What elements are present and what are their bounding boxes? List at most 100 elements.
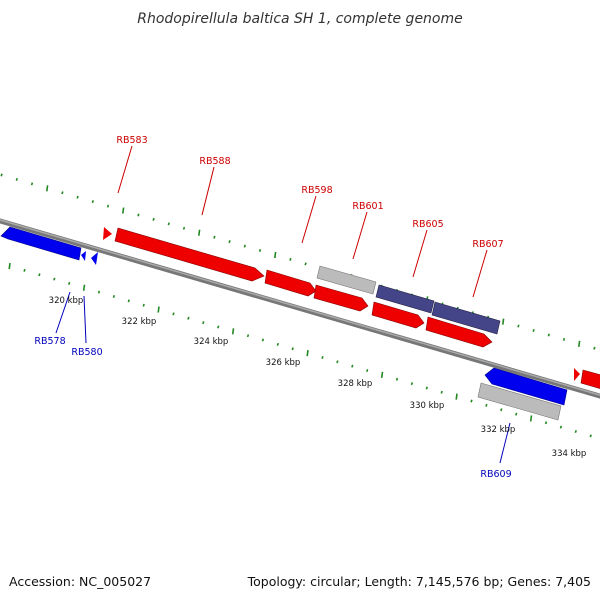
outer-track-tick [46, 185, 49, 192]
inner-track-tick [425, 386, 428, 390]
gene-RB588-arrow[interactable] [264, 269, 317, 297]
gene-label-RB601[interactable]: RB601 [352, 201, 383, 212]
gene-RB612-arrow[interactable] [580, 369, 600, 390]
gene-RB583-arrow[interactable] [114, 227, 265, 282]
outer-track-tick [0, 173, 3, 177]
inner-track-tick [187, 316, 190, 320]
gene-RB598-arrow[interactable] [313, 284, 369, 312]
gene-RB580-arrow[interactable] [81, 251, 86, 261]
inner-track-tick [470, 399, 473, 403]
tick-label-320: 320 kbp [49, 296, 84, 306]
outer-track-tick [228, 240, 231, 244]
outer-track-tick [15, 177, 18, 181]
outer-track-tick [182, 226, 186, 230]
outer-track-tick [61, 191, 64, 195]
gene-label-RB609[interactable]: RB609 [480, 469, 511, 480]
inner-track-tick [529, 415, 533, 422]
inner-track-tick [68, 281, 71, 285]
inner-tick-track [8, 262, 592, 438]
outer-track-tick [517, 324, 520, 328]
inner-track-tick [559, 425, 563, 429]
gene-RB580b-arrow[interactable] [91, 252, 98, 265]
outer-track-tick [578, 340, 581, 347]
gene-label-RB607[interactable]: RB607 [472, 239, 503, 250]
outer-track-tick [547, 333, 550, 337]
outer-track-tick [137, 213, 140, 217]
inner-track-tick [53, 277, 56, 281]
inner-track-tick [380, 371, 384, 378]
outer-track-tick [593, 346, 596, 350]
inner-track-tick [97, 290, 101, 294]
gene-RB607-rna[interactable] [431, 301, 501, 335]
tick-label-324: 324 kbp [194, 337, 229, 347]
inner-track-tick [336, 360, 339, 364]
outer-track-tick [91, 200, 94, 204]
inner-track-tick [306, 349, 309, 357]
gene-label-RB580[interactable]: RB580 [71, 347, 102, 358]
genome-summary-text: Topology: circular; Length: 7,145,576 bp… [247, 574, 591, 589]
inner-track-tick [231, 328, 235, 335]
inner-track-tick [395, 377, 399, 381]
gene-RB609-arrow[interactable] [484, 367, 568, 406]
gene-RB611-arrow[interactable] [574, 368, 580, 381]
tick-label-326: 326 kbp [266, 358, 301, 368]
inner-track-tick [157, 306, 160, 313]
inner-track-tick [38, 273, 41, 277]
inner-track-tick [485, 403, 488, 407]
gene-label-RB598[interactable]: RB598 [301, 185, 332, 196]
inner-track-tick [321, 355, 324, 359]
gene-label-RB583[interactable]: RB583 [116, 135, 147, 146]
inner-track-tick [112, 294, 116, 298]
gene-label-RB578[interactable]: RB578 [34, 336, 65, 347]
tick-label-322: 322 kbp [122, 317, 157, 327]
outer-track-tick [167, 222, 170, 226]
outer-track-tick [106, 204, 110, 208]
inner-track-tick [500, 408, 503, 412]
gene-features [0, 226, 600, 421]
gene-label-RB605[interactable]: RB605 [412, 219, 443, 230]
outer-track-tick [562, 337, 566, 341]
gene-RB609-pseudo[interactable] [477, 382, 562, 421]
outer-track-tick [122, 207, 125, 214]
outer-track-tick [213, 235, 216, 239]
inner-track-tick [202, 321, 205, 325]
outer-track-tick [289, 257, 292, 261]
inner-track-tick [82, 284, 86, 291]
gene-RB601-rna[interactable] [375, 284, 435, 314]
inner-track-tick [127, 299, 130, 303]
gene-RB601-arrow[interactable] [371, 301, 425, 329]
tick-label-328: 328 kbp [338, 379, 373, 389]
inner-track-tick [574, 430, 577, 433]
gene-RB598-pseudo[interactable] [316, 265, 377, 295]
inner-track-tick [217, 325, 220, 329]
inner-track-tick [515, 412, 518, 416]
outer-track-tick [76, 195, 79, 199]
outer-track-tick [258, 249, 262, 253]
tick-label-334: 334 kbp [552, 449, 587, 459]
inner-track-tick [351, 364, 354, 368]
inner-track-tick [172, 312, 175, 316]
outer-track-tick [274, 251, 277, 259]
gene-labels: RB583 RB588 RB598 RB601 RB605 RB607 RB57… [34, 135, 511, 480]
inner-track-tick [276, 342, 279, 346]
backbone [0, 218, 600, 399]
inner-track-tick [8, 262, 11, 270]
outer-track-tick [243, 244, 246, 248]
gene-RB578-arrow[interactable] [0, 226, 82, 261]
gene-RB605-arrow[interactable] [425, 316, 493, 348]
label-leader-lines [55, 145, 511, 464]
inner-track-tick [246, 334, 250, 338]
gene-RB582-arrow[interactable] [103, 227, 112, 240]
outer-tick-track [0, 173, 596, 350]
outer-track-tick [198, 229, 201, 236]
outer-track-tick [152, 217, 155, 221]
tick-label-330: 330 kbp [410, 401, 445, 411]
gene-label-RB588[interactable]: RB588 [199, 156, 230, 167]
inner-track-tick [261, 338, 265, 342]
inner-track-tick [440, 390, 443, 394]
inner-track-tick [366, 369, 369, 373]
tick-label-332: 332 kbp [481, 425, 516, 435]
outer-track-tick [502, 318, 505, 325]
